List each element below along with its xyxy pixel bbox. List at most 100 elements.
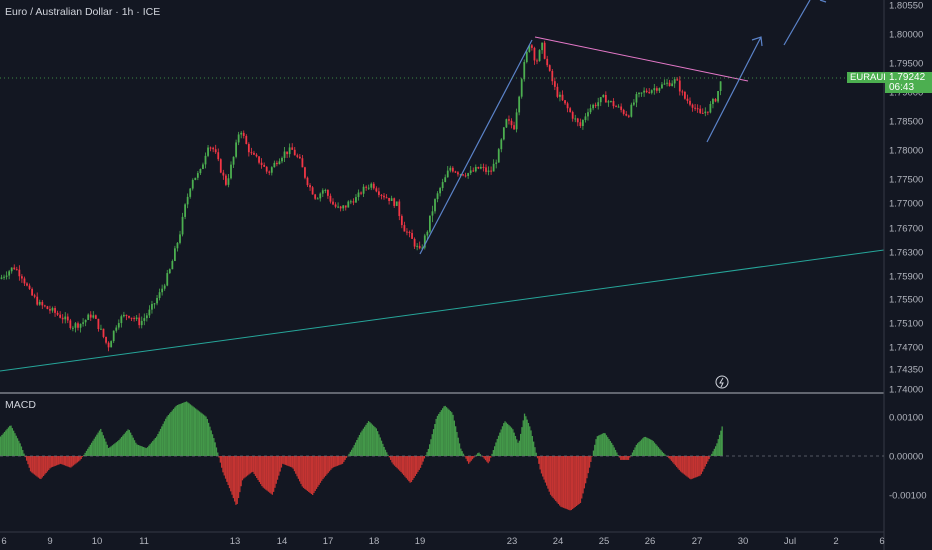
candle-body (704, 111, 707, 114)
macd-bar (652, 441, 654, 456)
macd-bar (473, 456, 475, 458)
macd-tick-label: -0.00100 (889, 491, 927, 502)
chart-title[interactable]: Euro / Australian Dollar · 1h · ICE (5, 6, 161, 18)
macd-bar (555, 456, 557, 501)
macd-bar (514, 435, 517, 456)
price-axis[interactable]: 1.80550 1.80000 1.79500 1.79000 1.78500 1.780… (889, 1, 923, 396)
macd-bar (187, 402, 189, 456)
macd-bar (418, 456, 420, 470)
macd-bar (127, 429, 129, 456)
candle-body (571, 112, 574, 119)
macd-bar (135, 442, 137, 456)
macd-bar (269, 456, 271, 493)
candle-body (638, 92, 640, 95)
candle-body (454, 171, 457, 173)
macd-bar (509, 426, 511, 456)
macd-bar (141, 446, 143, 456)
time-tick-label: 18 (369, 536, 380, 547)
candle-body (51, 308, 54, 311)
macd-axis[interactable]: 0.00100 0.00000 -0.00100 (889, 413, 927, 502)
candle-body (520, 79, 523, 97)
symbol-tag: EURAUD (847, 72, 894, 83)
candle-body (49, 309, 51, 311)
macd-bar (492, 450, 494, 456)
candle-body (82, 322, 84, 324)
support-trendline[interactable] (0, 249, 885, 372)
macd-bar (556, 456, 558, 503)
projection-arrow-line[interactable] (706, 36, 762, 143)
macd-bar (591, 456, 593, 457)
macd-bar (643, 436, 645, 456)
macd-bar (232, 456, 234, 499)
macd-bar (626, 456, 628, 460)
candle-body (171, 260, 174, 270)
macd-bar (347, 455, 349, 457)
candle-body (643, 90, 645, 93)
projection-arrow-2-line[interactable] (783, 0, 811, 46)
macd-bar (483, 456, 485, 459)
macd-bar (458, 443, 461, 456)
resistance-line[interactable] (534, 36, 749, 82)
candle-body (709, 104, 712, 113)
macd-bar (387, 454, 389, 456)
macd-bar (510, 427, 513, 456)
lightning-icon[interactable] (715, 375, 729, 389)
price-tick-label: 1.76700 (889, 224, 923, 235)
macd-bar (484, 456, 487, 461)
macd-bar (157, 433, 159, 456)
macd-bar (114, 443, 116, 456)
macd-bar (57, 456, 59, 465)
macd-title[interactable]: MACD (5, 399, 36, 411)
candle-body (143, 318, 146, 321)
macd-bar (426, 452, 428, 456)
macd-bar (599, 434, 601, 456)
macd-bar (666, 456, 669, 457)
macd-bar (683, 456, 686, 475)
macd-bar (219, 456, 221, 463)
candle-body (130, 317, 133, 319)
macd-bar (687, 456, 689, 478)
candle-body (15, 269, 18, 271)
candle-body (31, 288, 33, 296)
macd-bar (193, 407, 195, 456)
macd-bar (265, 456, 267, 490)
macd-bar (44, 456, 46, 475)
candle-body (199, 168, 202, 174)
macd-bar (401, 456, 403, 474)
macd-bar (604, 433, 606, 456)
macd-tick-label: 0.00100 (889, 413, 923, 424)
macd-bar (16, 438, 19, 456)
candle-body (474, 166, 477, 172)
macd-bar (261, 456, 263, 487)
candle-body (686, 98, 689, 101)
macd-bar (70, 456, 72, 468)
macd-bar (351, 449, 353, 456)
candle-body (237, 134, 240, 143)
candle-body (72, 327, 74, 329)
macd-bar (456, 431, 458, 456)
macd-bar (542, 456, 544, 477)
candle-body (247, 144, 250, 153)
candle-body (418, 245, 421, 249)
impulse-leg-line[interactable] (419, 39, 533, 255)
drawings[interactable] (419, 0, 827, 255)
macd-bar (145, 448, 147, 456)
macd-bar (568, 456, 570, 510)
macd-bar (13, 430, 15, 456)
price-tick-label: 1.79000 (889, 88, 923, 99)
time-axis[interactable]: 6 9 10 11 13 14 17 18 19 23 24 25 26 27 30 Jul 2 6 (1, 536, 884, 547)
candle-body (411, 233, 413, 239)
candle-body (622, 109, 625, 114)
candle-body (66, 316, 69, 321)
macd-bar (499, 432, 501, 456)
candle-body (186, 196, 189, 205)
macd-bar (449, 410, 452, 456)
candle-body (469, 170, 472, 174)
support-line[interactable] (0, 249, 885, 372)
macd-bar (253, 456, 255, 474)
macd-bar (521, 427, 523, 456)
candle-body (569, 108, 572, 113)
macd-bar (152, 441, 154, 456)
macd-bar (79, 456, 81, 461)
